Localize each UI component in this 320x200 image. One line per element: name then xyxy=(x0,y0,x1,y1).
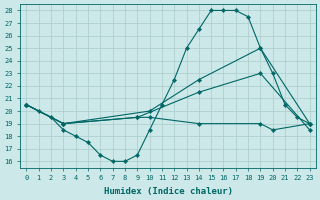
X-axis label: Humidex (Indice chaleur): Humidex (Indice chaleur) xyxy=(104,187,233,196)
